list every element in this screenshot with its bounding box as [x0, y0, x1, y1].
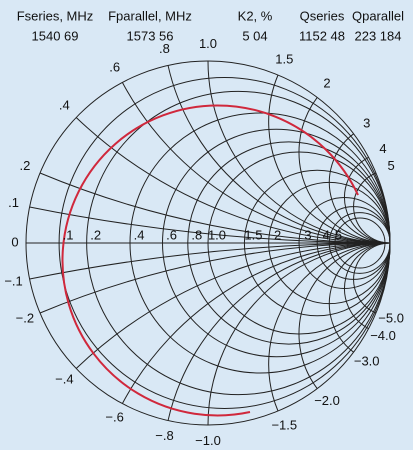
header-value: 5 04	[242, 28, 267, 43]
reactance-arc	[121, 82, 391, 244]
resistance-label: .1	[63, 227, 74, 242]
reactance-label: .2	[19, 158, 30, 173]
reactance-label: −.1	[4, 274, 22, 289]
reactance-label: 5	[388, 158, 395, 173]
resistance-label: .2	[90, 227, 101, 242]
grid	[25, 60, 391, 426]
reactance-label: −4.0	[370, 328, 396, 343]
reactance-arc	[298, 242, 391, 389]
header-value: 1573 56	[127, 28, 174, 43]
reactance-arc	[39, 242, 391, 314]
reactance-arc	[167, 242, 391, 421]
reactance-label: 1.5	[275, 51, 293, 66]
resistance-label: 3	[304, 227, 311, 242]
reactance-arc	[121, 242, 391, 404]
header-value: 1152 48	[299, 28, 345, 43]
reactance-arc	[328, 133, 391, 244]
reactance-label: .1	[8, 195, 19, 210]
resistance-label: 5	[335, 227, 342, 242]
reactance-arc	[75, 242, 391, 369]
reactance-label: −.6	[105, 409, 123, 424]
reactance-arc	[167, 65, 391, 244]
impedance-locus	[61, 104, 359, 417]
reactance-arc	[207, 242, 391, 426]
resistance-label: .8	[191, 227, 202, 242]
reactance-label: −.2	[16, 311, 34, 326]
reactance-arc	[298, 97, 391, 244]
reactance-label: .4	[59, 98, 70, 113]
reactance-label: −1.5	[271, 418, 297, 433]
resistance-label: 1.0	[208, 227, 226, 242]
header-value: 1540 69	[32, 28, 79, 43]
header-value: 223 184	[355, 28, 402, 43]
reactance-arc	[344, 242, 391, 330]
reactance-label: 1.0	[199, 36, 217, 51]
header-title: Fseries, MHz	[17, 8, 94, 23]
reactance-label: .6	[109, 59, 120, 74]
reactance-arc	[268, 242, 391, 412]
reactance-arc	[207, 60, 391, 244]
header-title: K2, %	[238, 8, 273, 23]
reactance-label: −2.0	[314, 393, 340, 408]
zero-label: 0	[11, 234, 18, 249]
reactance-label: −.4	[55, 371, 73, 386]
reactance-label: −.8	[155, 428, 173, 443]
reactance-label: .8	[159, 41, 170, 56]
reactance-arc	[344, 156, 391, 244]
reactance-arc	[353, 172, 391, 244]
header-title: Qseries	[300, 8, 345, 23]
header-title: Fparallel, MHz	[108, 8, 192, 23]
reactance-label: −5.0	[378, 311, 404, 326]
reactance-label: 3	[363, 115, 370, 130]
reactance-arc	[328, 242, 391, 353]
reactance-label: −1.0	[195, 433, 221, 448]
reactance-arc	[353, 242, 391, 314]
reactance-arc	[268, 74, 391, 244]
header-title: Qparallel	[352, 8, 404, 23]
reactance-label: 2	[323, 76, 330, 91]
reactance-label: 4	[379, 141, 386, 156]
resistance-label: .4	[134, 227, 145, 242]
resistance-label: 1.5	[244, 227, 262, 242]
resistance-label: .6	[166, 227, 177, 242]
resistance-label: 2	[274, 227, 281, 242]
reactance-label: −3.0	[354, 353, 380, 368]
resistance-label: 4	[323, 227, 330, 242]
